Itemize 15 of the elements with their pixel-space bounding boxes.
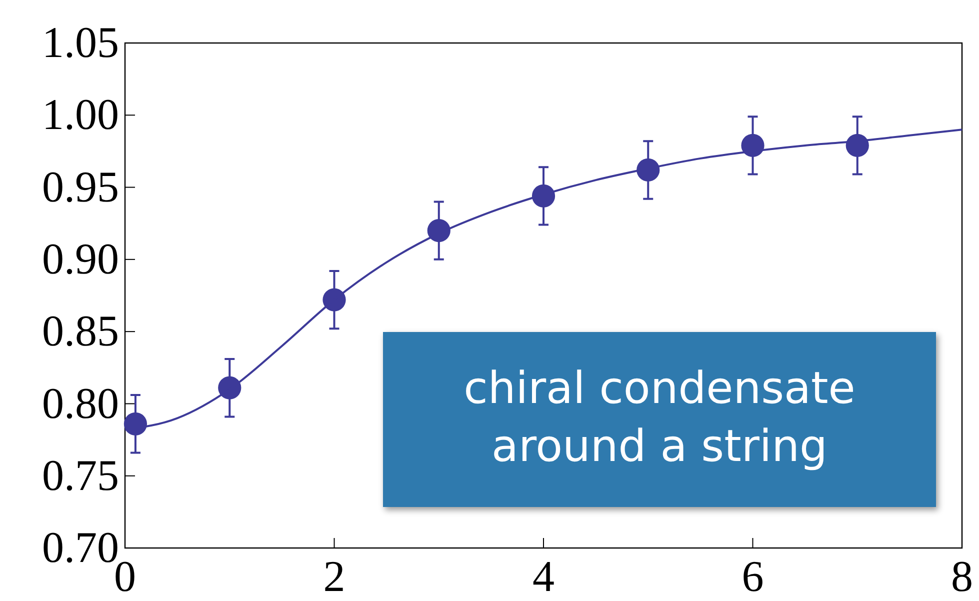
y-tick-label: 1.05: [42, 18, 119, 68]
x-tick-label: 4: [532, 552, 554, 601]
note-box: chiral condensate around a string: [383, 332, 936, 507]
point: [124, 412, 148, 436]
y-tick-label: 1.00: [42, 90, 119, 140]
y-tick-label: 0.80: [42, 378, 119, 428]
y-tick-label: 0.75: [42, 450, 119, 500]
y-tick-label: 0.85: [42, 306, 119, 356]
point: [846, 134, 869, 157]
point: [741, 134, 764, 157]
x-tick-label: 2: [323, 552, 346, 601]
y-tick-label: 0.95: [42, 162, 119, 212]
x-tick-label: 8: [951, 552, 973, 601]
y-tick-label: 0.90: [42, 234, 119, 284]
x-tick-label: 6: [742, 552, 764, 601]
